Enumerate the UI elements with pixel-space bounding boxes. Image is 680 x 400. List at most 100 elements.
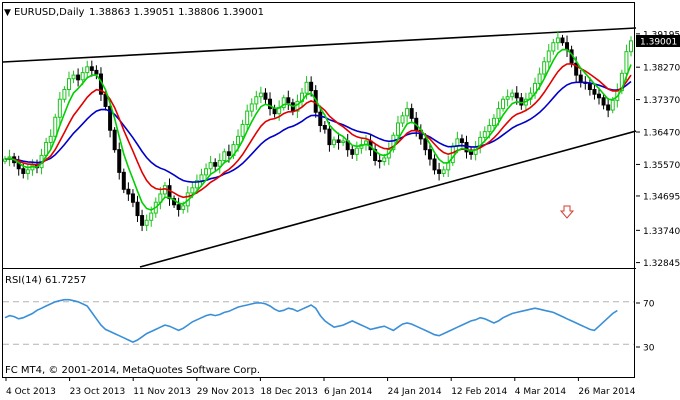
price-panel[interactable]: ▼ EURUSD,Daily 1.38863 1.39051 1.38806 1…	[2, 7, 637, 268]
candle	[528, 87, 533, 105]
candle	[213, 158, 218, 171]
ohlc-label: 1.38863 1.39051 1.38806 1.39001	[89, 7, 264, 18]
candle-body	[578, 74, 583, 83]
candle	[245, 104, 250, 131]
candle-body	[459, 138, 464, 143]
candle	[446, 155, 451, 178]
candle	[478, 131, 483, 154]
candle	[405, 101, 410, 123]
candle-body	[331, 139, 336, 146]
candle-body	[135, 201, 140, 217]
candle-body	[57, 98, 62, 118]
candle-body	[619, 72, 624, 92]
candle-body	[441, 169, 446, 174]
candle-body	[76, 74, 81, 81]
candle	[551, 38, 556, 55]
candle-body	[254, 96, 259, 105]
lower-trendline[interactable]	[139, 130, 637, 268]
candle	[258, 86, 263, 104]
candle-body	[217, 159, 222, 167]
price-tick-label: 1.34695	[643, 192, 680, 202]
upper-trendline[interactable]	[2, 27, 637, 63]
candle	[286, 90, 291, 110]
candle	[57, 92, 62, 125]
candle	[427, 143, 432, 166]
candle-body	[519, 97, 524, 106]
time-tick-label: 29 Nov 2013	[197, 387, 255, 397]
candle-body	[382, 157, 387, 163]
down-triangle-icon: ▼	[4, 8, 11, 18]
candle	[167, 178, 172, 206]
candle-body	[560, 37, 565, 44]
candle	[555, 30, 560, 50]
candle-body	[542, 61, 547, 75]
rsi-level-30-label: 30	[643, 344, 655, 354]
candle-body	[501, 98, 506, 110]
candle-body	[62, 89, 67, 100]
candle-body	[80, 72, 85, 81]
candle-body	[53, 116, 58, 137]
candle-body	[126, 188, 131, 195]
candle	[592, 84, 597, 100]
candlesticks	[3, 30, 633, 232]
candle-body	[272, 108, 277, 115]
candle	[491, 114, 496, 130]
candle	[546, 44, 551, 69]
candle-body	[112, 129, 117, 151]
price-tick-label: 1.35570	[643, 161, 680, 171]
candle	[263, 88, 268, 105]
candle-body	[103, 93, 108, 107]
rsi-axis: 70 30	[636, 300, 655, 354]
candle-body	[249, 103, 254, 112]
price-tick-label: 1.37370	[643, 96, 680, 106]
candle	[459, 134, 464, 147]
price-tick-label: 1.32845	[643, 259, 680, 269]
candle	[327, 122, 332, 152]
candle-body	[226, 151, 231, 156]
current-price-box	[636, 35, 680, 47]
candle	[48, 129, 53, 150]
candle-body	[71, 74, 76, 80]
candle-body	[450, 145, 455, 164]
trendlines[interactable]	[2, 27, 637, 268]
time-tick-label: 23 Oct 2013	[70, 387, 126, 397]
candle	[441, 166, 446, 178]
candle	[135, 195, 140, 223]
time-tick-label: 4 Mar 2014	[515, 387, 567, 397]
candle	[85, 60, 90, 79]
price-axis[interactable]: 1.391951.382701.373701.364701.355701.346…	[636, 30, 680, 269]
candle	[53, 113, 58, 140]
time-tick-label: 24 Jan 2014	[388, 387, 442, 397]
candle-body	[446, 162, 451, 171]
candle-body	[322, 125, 327, 130]
candle	[71, 70, 76, 84]
rsi-level-70-label: 70	[643, 300, 655, 310]
candle	[400, 111, 405, 127]
candle-body	[240, 123, 245, 137]
time-tick-label: 12 Feb 2014	[451, 387, 507, 397]
rsi-panel[interactable]: RSI(14) 61.7257 FC MT4, © 2001-2014, Met…	[3, 275, 634, 376]
candle-body	[455, 138, 460, 147]
candle	[112, 127, 117, 153]
price-tick-label: 1.36470	[643, 129, 680, 139]
candle	[409, 103, 414, 124]
candle-body	[304, 81, 309, 94]
candle-body	[336, 139, 341, 143]
candle	[377, 153, 382, 169]
candle-body	[190, 187, 195, 194]
candle-body	[286, 97, 291, 104]
candle	[158, 186, 163, 210]
time-tick-label: 26 Mar 2014	[578, 387, 635, 397]
candle-body	[144, 219, 149, 226]
candle-body	[400, 115, 405, 124]
candle-body	[295, 100, 300, 112]
candle-body	[327, 128, 332, 146]
time-axis[interactable]: 4 Oct 2013 23 Oct 2013 11 Nov 2013 29 Nov 2…	[5, 377, 636, 397]
candle-body	[587, 82, 592, 91]
candle	[121, 168, 126, 194]
candle	[318, 105, 323, 133]
sell-arrow-icon	[559, 205, 575, 219]
candle	[76, 68, 81, 87]
candle-body	[409, 108, 414, 119]
candle	[249, 98, 254, 117]
